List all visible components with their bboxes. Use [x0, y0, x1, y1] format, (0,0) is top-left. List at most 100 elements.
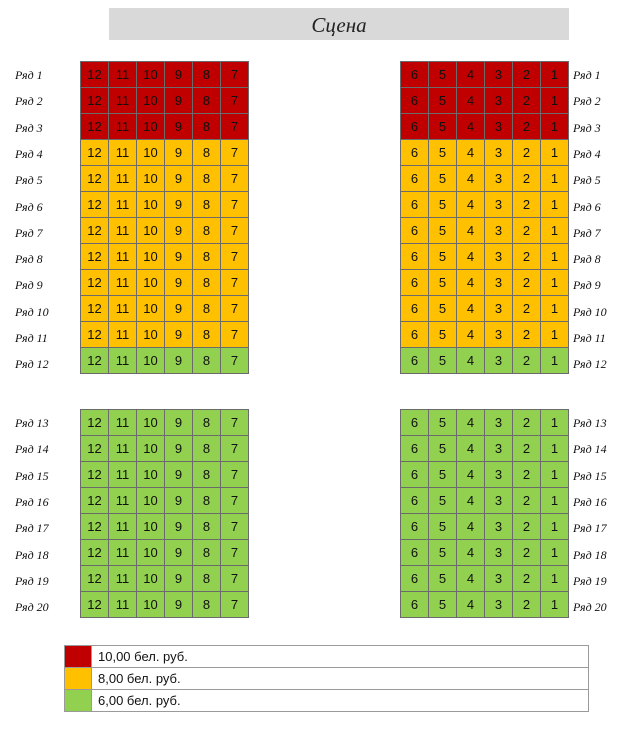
seat[interactable]: 7 — [220, 191, 249, 218]
seat[interactable]: 12 — [80, 269, 109, 296]
seat[interactable]: 10 — [136, 347, 165, 374]
seat[interactable]: 6 — [400, 487, 429, 514]
seat[interactable]: 4 — [456, 217, 485, 244]
seat[interactable]: 4 — [456, 513, 485, 540]
seat[interactable]: 7 — [220, 461, 249, 488]
seat[interactable]: 5 — [428, 539, 457, 566]
seat[interactable]: 12 — [80, 487, 109, 514]
seat[interactable]: 2 — [512, 461, 541, 488]
seat[interactable]: 10 — [136, 461, 165, 488]
seat[interactable]: 11 — [108, 347, 137, 374]
seat[interactable]: 12 — [80, 61, 109, 88]
seat[interactable]: 6 — [400, 461, 429, 488]
seat[interactable]: 3 — [484, 435, 513, 462]
seat[interactable]: 5 — [428, 165, 457, 192]
seat[interactable]: 12 — [80, 87, 109, 114]
seat[interactable]: 11 — [108, 243, 137, 270]
seat[interactable]: 9 — [164, 113, 193, 140]
seat[interactable]: 9 — [164, 487, 193, 514]
seat[interactable]: 5 — [428, 243, 457, 270]
seat[interactable]: 5 — [428, 591, 457, 618]
seat[interactable]: 10 — [136, 87, 165, 114]
seat[interactable]: 1 — [540, 347, 569, 374]
seat[interactable]: 2 — [512, 217, 541, 244]
seat[interactable]: 8 — [192, 565, 221, 592]
seat[interactable]: 6 — [400, 139, 429, 166]
seat[interactable]: 8 — [192, 139, 221, 166]
seat[interactable]: 4 — [456, 295, 485, 322]
seat[interactable]: 11 — [108, 513, 137, 540]
seat[interactable]: 3 — [484, 269, 513, 296]
seat[interactable]: 8 — [192, 435, 221, 462]
seat[interactable]: 2 — [512, 243, 541, 270]
seat[interactable]: 6 — [400, 165, 429, 192]
seat[interactable]: 10 — [136, 165, 165, 192]
seat[interactable]: 4 — [456, 409, 485, 436]
seat[interactable]: 8 — [192, 217, 221, 244]
seat[interactable]: 10 — [136, 113, 165, 140]
seat[interactable]: 5 — [428, 113, 457, 140]
seat[interactable]: 5 — [428, 191, 457, 218]
seat[interactable]: 6 — [400, 435, 429, 462]
seat[interactable]: 11 — [108, 565, 137, 592]
seat[interactable]: 7 — [220, 61, 249, 88]
seat[interactable]: 5 — [428, 347, 457, 374]
seat[interactable]: 1 — [540, 321, 569, 348]
seat[interactable]: 12 — [80, 191, 109, 218]
seat[interactable]: 6 — [400, 243, 429, 270]
seat[interactable]: 11 — [108, 139, 137, 166]
seat[interactable]: 11 — [108, 539, 137, 566]
seat[interactable]: 6 — [400, 295, 429, 322]
seat[interactable]: 2 — [512, 565, 541, 592]
seat[interactable]: 10 — [136, 321, 165, 348]
seat[interactable]: 6 — [400, 87, 429, 114]
seat[interactable]: 2 — [512, 295, 541, 322]
seat[interactable]: 9 — [164, 217, 193, 244]
seat[interactable]: 3 — [484, 513, 513, 540]
seat[interactable]: 12 — [80, 409, 109, 436]
seat[interactable]: 2 — [512, 409, 541, 436]
seat[interactable]: 9 — [164, 513, 193, 540]
seat[interactable]: 3 — [484, 321, 513, 348]
seat[interactable]: 2 — [512, 87, 541, 114]
seat[interactable]: 10 — [136, 61, 165, 88]
seat[interactable]: 10 — [136, 409, 165, 436]
seat[interactable]: 2 — [512, 165, 541, 192]
seat[interactable]: 6 — [400, 191, 429, 218]
seat[interactable]: 10 — [136, 487, 165, 514]
seat[interactable]: 5 — [428, 565, 457, 592]
seat[interactable]: 9 — [164, 347, 193, 374]
seat[interactable]: 10 — [136, 243, 165, 270]
seat[interactable]: 8 — [192, 269, 221, 296]
seat[interactable]: 3 — [484, 87, 513, 114]
seat[interactable]: 4 — [456, 565, 485, 592]
seat[interactable]: 1 — [540, 435, 569, 462]
seat[interactable]: 7 — [220, 165, 249, 192]
seat[interactable]: 3 — [484, 243, 513, 270]
seat[interactable]: 10 — [136, 539, 165, 566]
seat[interactable]: 8 — [192, 487, 221, 514]
seat[interactable]: 1 — [540, 139, 569, 166]
seat[interactable]: 2 — [512, 269, 541, 296]
seat[interactable]: 1 — [540, 295, 569, 322]
seat[interactable]: 4 — [456, 113, 485, 140]
seat[interactable]: 8 — [192, 243, 221, 270]
seat[interactable]: 7 — [220, 295, 249, 322]
seat[interactable]: 11 — [108, 461, 137, 488]
seat[interactable]: 1 — [540, 243, 569, 270]
seat[interactable]: 6 — [400, 217, 429, 244]
seat[interactable]: 7 — [220, 269, 249, 296]
seat[interactable]: 1 — [540, 165, 569, 192]
seat[interactable]: 4 — [456, 269, 485, 296]
seat[interactable]: 6 — [400, 269, 429, 296]
seat[interactable]: 3 — [484, 139, 513, 166]
seat[interactable]: 5 — [428, 269, 457, 296]
seat[interactable]: 5 — [428, 487, 457, 514]
seat[interactable]: 8 — [192, 295, 221, 322]
seat[interactable]: 12 — [80, 217, 109, 244]
seat[interactable]: 8 — [192, 539, 221, 566]
seat[interactable]: 7 — [220, 87, 249, 114]
seat[interactable]: 4 — [456, 165, 485, 192]
seat[interactable]: 9 — [164, 269, 193, 296]
seat[interactable]: 12 — [80, 539, 109, 566]
